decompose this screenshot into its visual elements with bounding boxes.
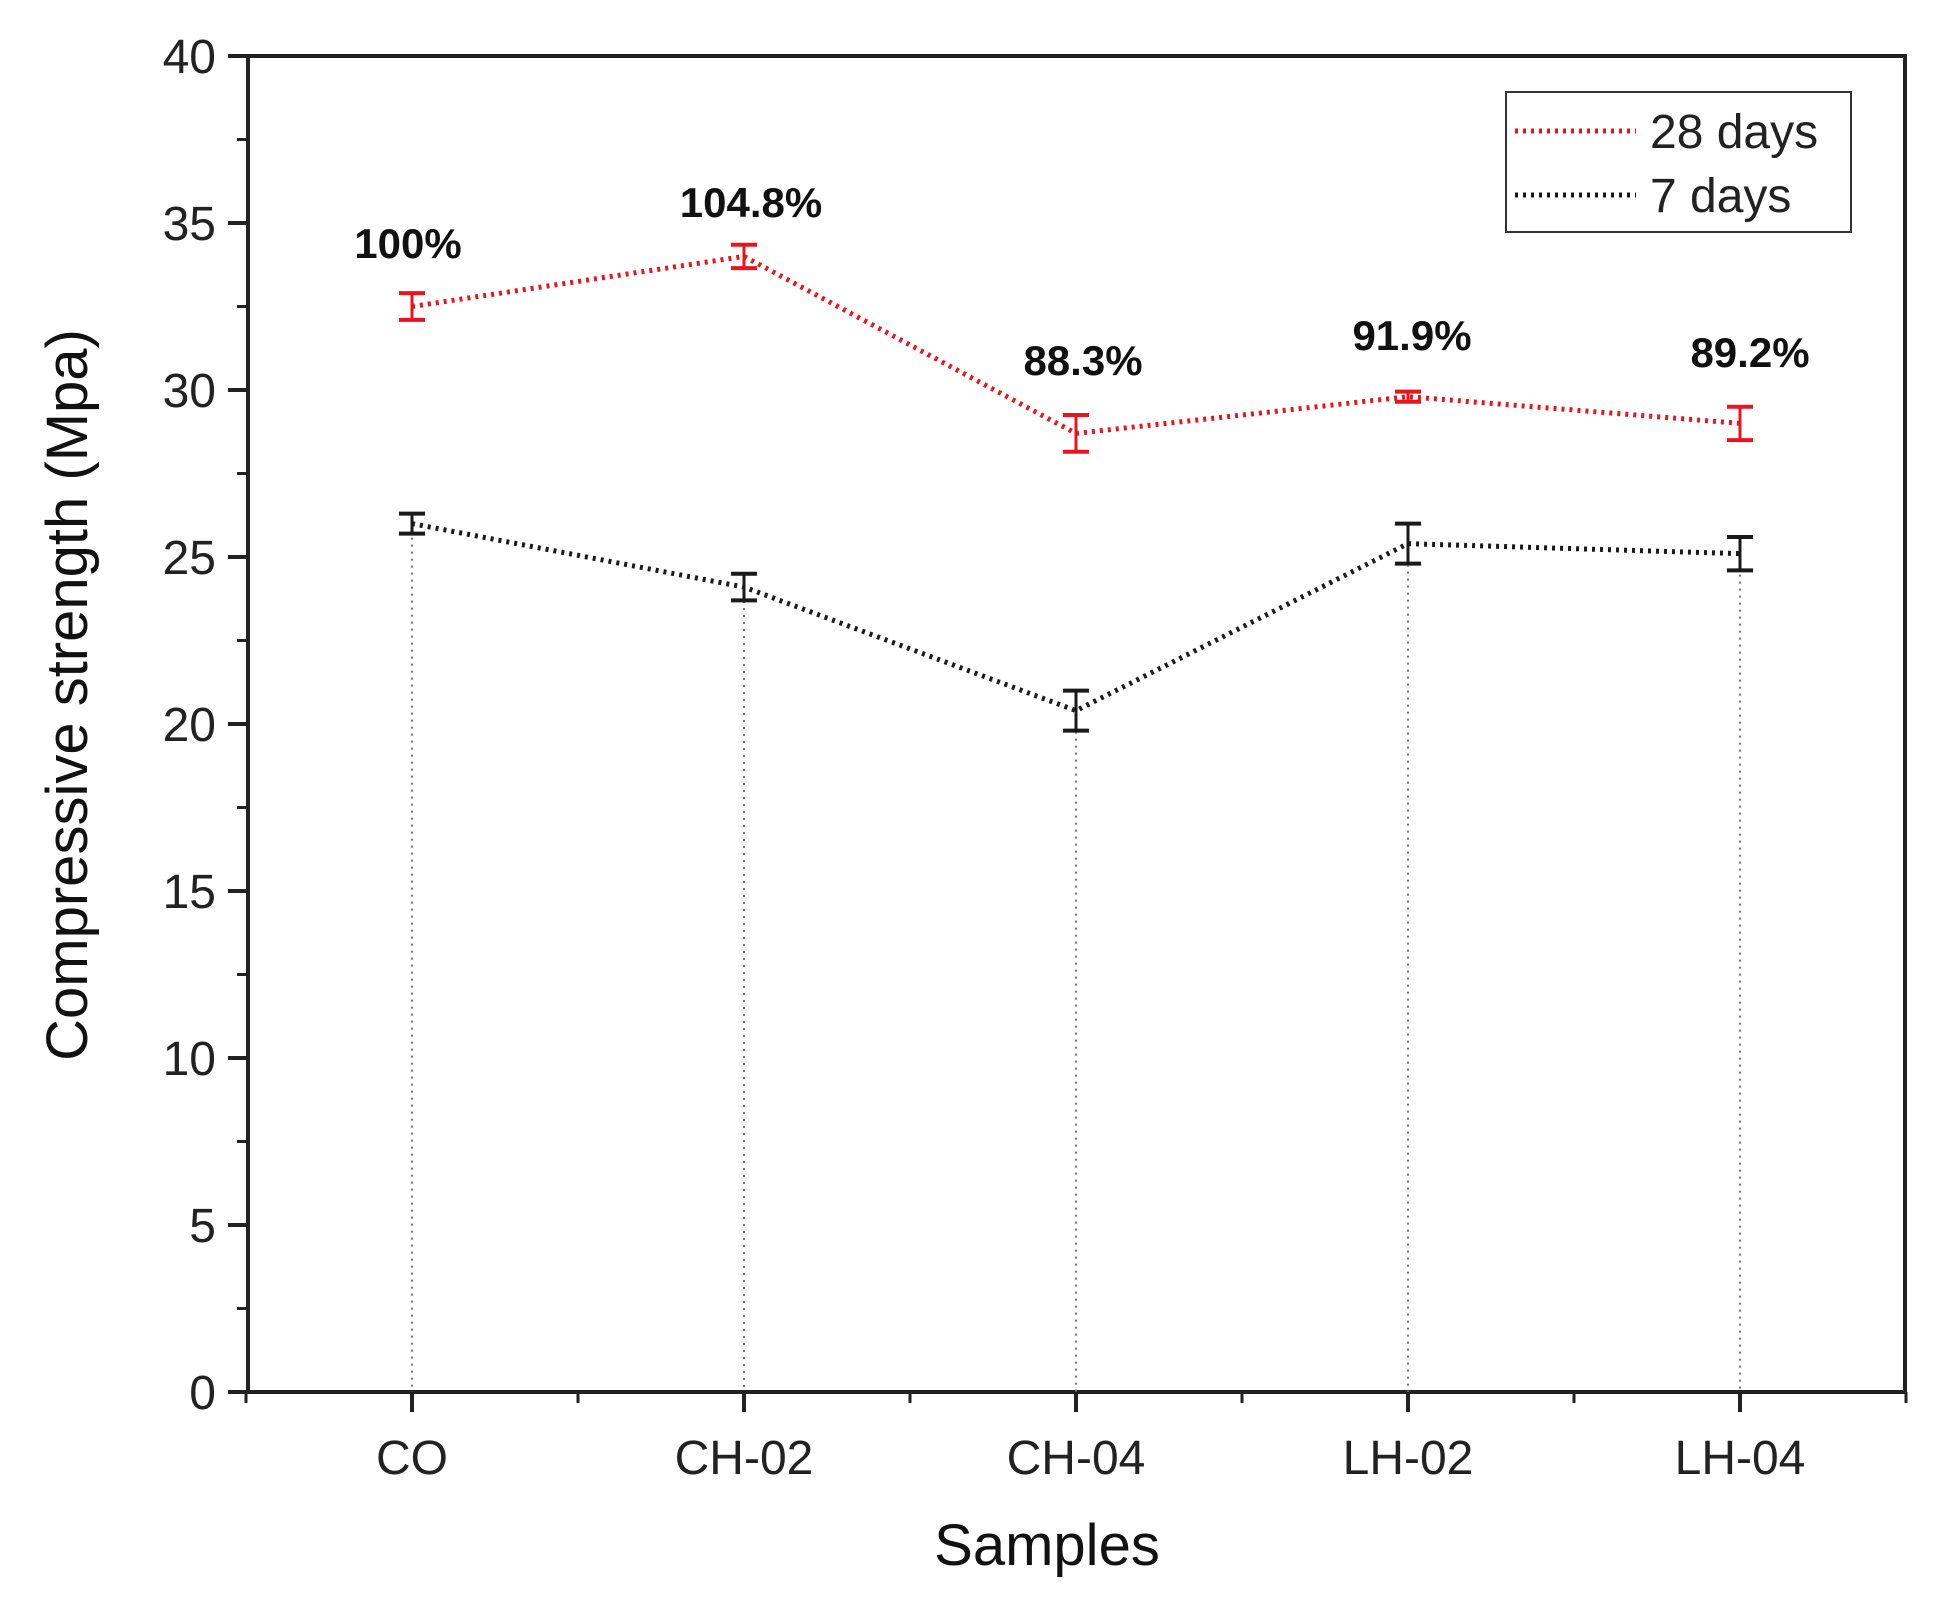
y-tick-label: 15 <box>163 866 216 919</box>
percentage-label: 104.8% <box>680 179 822 226</box>
y-tick-label: 5 <box>189 1200 216 1253</box>
series-line-7-days <box>411 521 1741 714</box>
y-tick-label: 40 <box>163 31 216 84</box>
percentage-label: 100% <box>354 220 461 267</box>
percentage-label: 88.3% <box>1023 337 1142 384</box>
y-tick-label: 20 <box>163 699 216 752</box>
x-tick-label: LH-04 <box>1675 1432 1806 1485</box>
y-tick-label: 30 <box>163 365 216 418</box>
x-tick-label: CH-04 <box>1007 1432 1146 1485</box>
legend-label-7-days: 7 days <box>1650 170 1791 223</box>
legend-box <box>1505 91 1852 233</box>
x-tick-label: CH-02 <box>675 1432 814 1485</box>
y-tick-label: 0 <box>189 1367 216 1420</box>
legend-label-28-days: 28 days <box>1650 106 1818 159</box>
legend: 28 days 7 days <box>1505 91 1852 233</box>
y-tick-label: 35 <box>163 198 216 251</box>
x-axis-title: Samples <box>934 1513 1160 1578</box>
axes: 0 5 10 15 20 25 30 35 40 CO CH-02 CH-04 LH-02 LH-04 <box>163 31 1908 1485</box>
annotations: 100% 104.8% 88.3% 91.9% 89.2% <box>354 179 1809 384</box>
y-tick-label: 10 <box>163 1033 216 1086</box>
y-tick-label: 25 <box>163 532 216 585</box>
percentage-label: 89.2% <box>1690 329 1809 376</box>
series <box>399 242 1753 733</box>
y-axis-title: Compressive strength (Mpa) <box>35 329 100 1061</box>
x-tick-label: LH-02 <box>1343 1432 1474 1485</box>
drop-lines <box>411 523 1741 1392</box>
percentage-label: 91.9% <box>1352 312 1471 359</box>
x-tick-label: CO <box>376 1432 448 1485</box>
